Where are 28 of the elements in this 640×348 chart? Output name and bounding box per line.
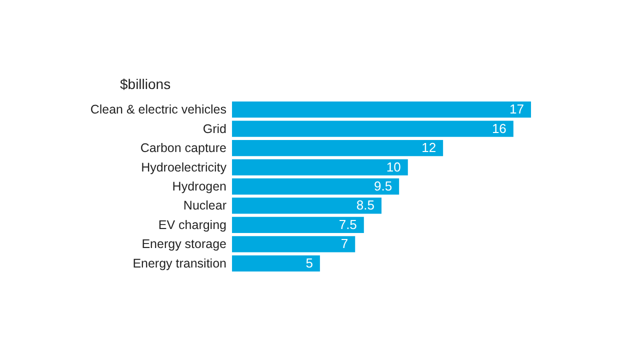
data-label: 7	[340, 236, 348, 252]
data-label: 5	[306, 255, 313, 270]
data-label: 7.5	[338, 216, 357, 232]
y-tick-label: Hydroelectricity	[141, 160, 228, 174]
bar	[232, 236, 356, 252]
bar	[232, 159, 408, 176]
data-label: 17	[510, 102, 524, 117]
bar	[232, 140, 444, 156]
y-tick-label: Clean & electric vehicles	[90, 102, 226, 117]
bar	[232, 102, 531, 118]
bar	[232, 178, 400, 195]
y-tick-label: Energy transition	[132, 256, 227, 270]
y-tick-label: Grid	[202, 122, 227, 136]
chart-title: $billions	[120, 76, 171, 92]
bar	[232, 216, 364, 234]
bar	[232, 255, 320, 272]
y-tick-label: Carbon capture	[140, 141, 227, 156]
data-label: 12	[422, 140, 436, 156]
bar	[232, 120, 514, 137]
bar	[232, 198, 382, 214]
y-tick-label: Energy storage	[142, 237, 227, 252]
data-label: 16	[492, 120, 506, 136]
data-label: 10	[386, 159, 401, 174]
data-label: 9.5	[374, 178, 392, 194]
y-tick-label: Nuclear	[183, 198, 226, 213]
data-label: 8.5	[356, 198, 374, 213]
y-tick-label: Hydrogen	[172, 180, 227, 194]
y-tick-label: EV charging	[158, 218, 227, 232]
